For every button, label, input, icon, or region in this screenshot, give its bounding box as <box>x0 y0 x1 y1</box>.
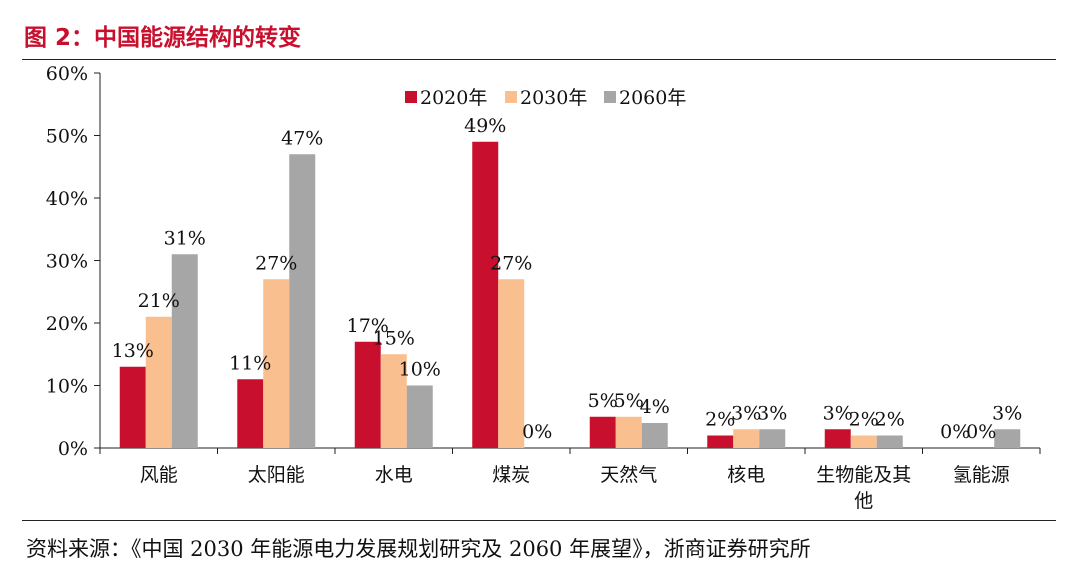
bar <box>641 423 668 448</box>
y-tick-label: 50% <box>46 126 88 148</box>
bar <box>472 141 499 448</box>
y-tick-label: 20% <box>46 313 88 335</box>
bar <box>289 154 316 448</box>
data-label: 17% <box>347 315 389 337</box>
legend-label: 2030年 <box>520 87 587 109</box>
figure-title: 图 2：中国能源结构的转变 <box>24 25 302 51</box>
data-label: 0% <box>966 421 996 443</box>
legend-swatch <box>505 91 517 103</box>
bar <box>850 435 877 448</box>
data-label: 10% <box>399 359 441 381</box>
data-label: 2% <box>875 409 905 431</box>
top-rule <box>22 59 1056 60</box>
x-tick-label: 核电 <box>727 464 765 486</box>
chart-legend: 2020年 2030年 2060年 <box>405 87 686 109</box>
x-tick-label: 煤炭 <box>492 464 530 486</box>
legend-label: 2020年 <box>420 87 487 109</box>
data-label: 3% <box>731 402 761 424</box>
bar <box>145 316 172 448</box>
bar <box>994 429 1021 448</box>
data-label: 3% <box>823 402 853 424</box>
bar <box>707 435 734 448</box>
data-label: 27% <box>490 252 532 274</box>
data-label: 4% <box>640 396 670 418</box>
data-label: 27% <box>255 252 297 274</box>
legend-swatch <box>405 91 417 103</box>
data-label: 5% <box>614 390 644 412</box>
bar-chart: 0% 10% 20% 30% 40% 50% 60% 风能 太阳能 水电 煤炭 天然气 核电 生物能及其他… <box>46 63 1041 512</box>
data-label: 13% <box>112 340 154 362</box>
data-label: 49% <box>464 115 506 137</box>
bar <box>380 354 407 448</box>
bar <box>263 279 290 448</box>
bar <box>237 379 264 448</box>
bar <box>876 435 903 448</box>
bar <box>354 341 381 448</box>
x-tick-label: 氢能源 <box>953 464 1010 486</box>
bar <box>824 429 851 448</box>
data-label: 21% <box>138 290 180 312</box>
bar <box>171 254 198 448</box>
bar <box>119 366 146 448</box>
bottom-rule <box>22 520 1056 521</box>
bar <box>733 429 760 448</box>
data-label: 0% <box>522 421 552 443</box>
x-tick-label: 太阳能 <box>248 464 305 486</box>
data-label: 11% <box>229 352 271 374</box>
x-tick-label: 风能 <box>140 464 178 486</box>
bar <box>589 416 616 448</box>
x-tick-label: 生物能及其他 <box>816 464 911 512</box>
chart-bars <box>119 141 1021 448</box>
data-label: 3% <box>992 402 1022 424</box>
chart-data-labels: 13%11%17%49%5%2% 3%0%21%27%15%27%5%3% 2%0%… <box>112 115 1023 443</box>
data-label: 5% <box>588 390 618 412</box>
data-label: 3% <box>757 402 787 424</box>
legend-label: 2060年 <box>619 87 686 109</box>
data-label: 31% <box>164 227 206 249</box>
x-tick-label: 天然气 <box>600 464 657 486</box>
data-label: 2% <box>849 409 879 431</box>
data-label: 0% <box>940 421 970 443</box>
bar <box>406 385 433 448</box>
y-tick-label: 10% <box>46 376 88 398</box>
y-tick-label: 60% <box>46 63 88 85</box>
bar <box>498 279 525 448</box>
y-tick-label: 40% <box>46 188 88 210</box>
bar <box>615 416 642 448</box>
data-label: 2% <box>705 409 735 431</box>
data-label: 47% <box>281 127 323 149</box>
legend-swatch <box>604 91 616 103</box>
y-tick-label: 0% <box>58 438 88 460</box>
bar <box>759 429 786 448</box>
y-tick-label: 30% <box>46 251 88 273</box>
x-tick-label: 水电 <box>375 464 413 486</box>
data-label: 15% <box>373 327 415 349</box>
source-note: 资料来源：《中国 2030 年能源电力发展规划研究及 2060 年展望》，浙商证… <box>26 537 811 561</box>
